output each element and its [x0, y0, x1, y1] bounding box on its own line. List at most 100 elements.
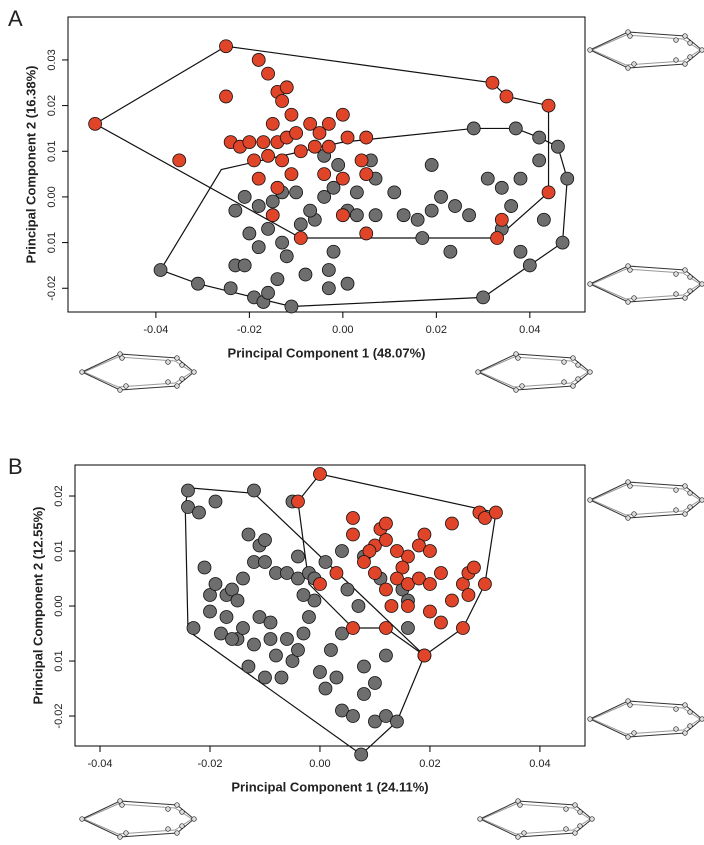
- landmark: [572, 802, 578, 808]
- landmark: [687, 288, 693, 294]
- point: [536, 212, 551, 227]
- y-tick-label: 0.00: [46, 186, 58, 207]
- point: [423, 577, 437, 591]
- point: [252, 610, 267, 624]
- landmark: [587, 497, 593, 503]
- point: [247, 153, 261, 168]
- landmark: [174, 830, 180, 836]
- landmark: [561, 379, 567, 385]
- point: [181, 500, 195, 514]
- point: [280, 632, 294, 646]
- landmark: [673, 37, 679, 43]
- landmark: [673, 487, 679, 493]
- point: [401, 577, 415, 591]
- x-axis-label: Principal Component 1 (48.07%): [228, 345, 426, 360]
- point: [335, 626, 349, 641]
- landmark: [682, 33, 688, 39]
- shape-thumbnail: [79, 798, 197, 840]
- plot-frame: [67, 16, 586, 313]
- point: [258, 533, 272, 547]
- landmark: [79, 816, 85, 822]
- point: [478, 511, 492, 525]
- landmark: [519, 383, 525, 389]
- y-tick-label: 0.01: [46, 232, 58, 253]
- point: [340, 582, 355, 597]
- point: [261, 221, 275, 236]
- landmark: [682, 702, 688, 708]
- landmark: [563, 826, 569, 832]
- landmark: [570, 383, 576, 389]
- point: [293, 231, 308, 245]
- point: [275, 235, 289, 250]
- hull: [93, 45, 550, 239]
- landmark: [687, 40, 693, 46]
- point: [445, 516, 459, 531]
- point: [494, 212, 509, 227]
- point: [236, 571, 250, 586]
- point: [284, 107, 299, 122]
- point: [274, 670, 289, 685]
- point: [270, 272, 285, 287]
- landmark: [191, 816, 197, 822]
- point: [379, 582, 393, 597]
- landmark: [575, 376, 581, 382]
- point: [396, 208, 411, 223]
- point: [417, 648, 432, 663]
- point: [417, 527, 432, 542]
- x-tick-label: 0.02: [419, 758, 440, 770]
- landmark: [682, 730, 688, 736]
- landmark: [682, 483, 688, 489]
- y-tick-label: 0.01: [46, 141, 58, 162]
- point: [359, 130, 374, 145]
- point: [172, 153, 187, 168]
- point: [340, 130, 355, 145]
- point: [513, 244, 528, 259]
- point: [354, 153, 369, 168]
- shape-thumbnail: [475, 351, 593, 393]
- point: [326, 244, 341, 259]
- point: [251, 240, 266, 255]
- point: [335, 171, 350, 186]
- landmark: [475, 369, 481, 375]
- point: [384, 599, 399, 613]
- point: [279, 249, 294, 264]
- y-tick-label: -0.02: [46, 276, 58, 301]
- landmark: [587, 281, 593, 287]
- landmark: [687, 274, 693, 280]
- point: [291, 571, 305, 586]
- landmark: [631, 511, 637, 517]
- point: [390, 544, 404, 558]
- point: [293, 217, 308, 232]
- point: [153, 263, 168, 277]
- landmark: [174, 802, 180, 808]
- point: [265, 194, 280, 209]
- point: [445, 593, 459, 608]
- landmark: [123, 830, 129, 836]
- plot-frame: [74, 464, 586, 747]
- x-tick-label: 0.00: [309, 758, 330, 770]
- landmark: [625, 515, 631, 521]
- point: [219, 610, 234, 624]
- landmark: [673, 271, 679, 277]
- point: [351, 599, 366, 613]
- point: [362, 544, 377, 558]
- shape-outline: [590, 268, 701, 300]
- point: [379, 516, 393, 531]
- point: [265, 208, 280, 223]
- point: [208, 577, 223, 591]
- shape-outline: [82, 803, 193, 835]
- landmark: [165, 806, 171, 812]
- point: [560, 171, 575, 186]
- point: [219, 89, 233, 104]
- landmark: [627, 483, 633, 489]
- point: [275, 94, 289, 108]
- landmark: [174, 355, 180, 361]
- point: [354, 747, 369, 762]
- point: [291, 494, 305, 509]
- landmark: [515, 834, 521, 840]
- point: [368, 566, 382, 580]
- point: [186, 621, 201, 635]
- point: [313, 665, 327, 679]
- point: [208, 494, 223, 509]
